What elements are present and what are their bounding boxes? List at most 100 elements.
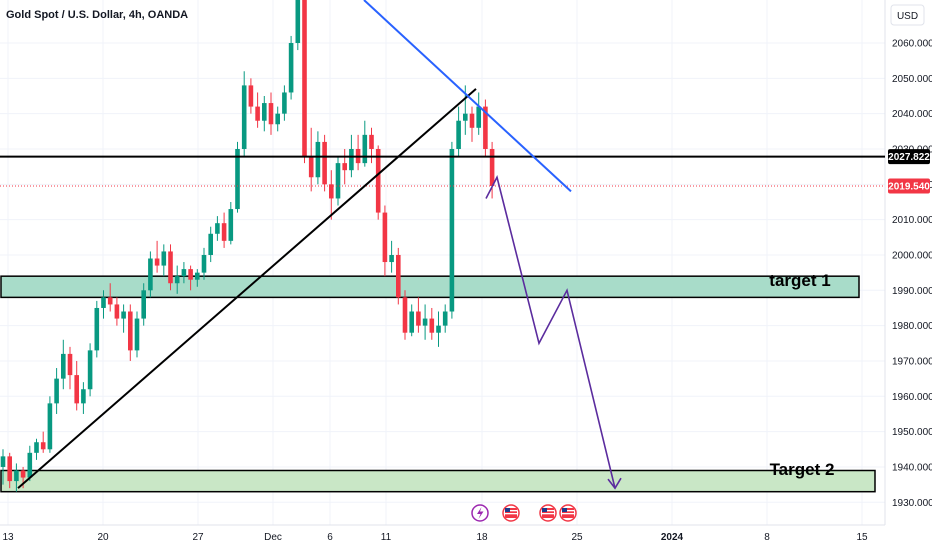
- candle-body: [54, 378, 59, 404]
- candle-body: [335, 163, 341, 199]
- candle-body: [181, 269, 187, 277]
- current-price-text: 2019.540: [888, 181, 930, 192]
- price-tick-label: 1990.000: [892, 286, 932, 297]
- candle-body: [161, 251, 167, 266]
- candle-body: [456, 120, 461, 149]
- price-tick-label: 1960.000: [892, 392, 932, 403]
- symbol-title[interactable]: Gold Spot / U.S. Dollar, 4h, OANDA: [6, 9, 188, 21]
- candle-body: [409, 311, 414, 333]
- candle-body: [121, 311, 126, 319]
- price-tick-label: 2040.000: [892, 109, 932, 120]
- candle-body: [288, 43, 294, 93]
- event-markers: [471, 504, 577, 522]
- time-tick-label: 6: [327, 532, 333, 543]
- candle-body: [87, 350, 93, 390]
- time-tick-label: 20: [97, 532, 109, 543]
- time-tick-label: 15: [856, 532, 868, 543]
- price-tick-label: 2050.000: [892, 74, 932, 85]
- us-flag-icon[interactable]: [539, 504, 557, 522]
- time-axis-labels: 13 20 27 Dec 6 11 18 25 2024 8 15: [2, 532, 868, 543]
- candle-body: [416, 311, 421, 326]
- candle-body: [215, 223, 220, 234]
- candle-body: [489, 148, 495, 186]
- candle-body: [396, 254, 401, 298]
- price-axis-panel[interactable]: [885, 0, 932, 525]
- candle-body: [195, 272, 200, 280]
- price-tick-label: 1950.000: [892, 427, 932, 438]
- candle-body: [369, 134, 374, 149]
- candle-body: [235, 148, 240, 210]
- candle-body: [40, 442, 46, 450]
- candle-body: [429, 318, 435, 333]
- candle-body: [74, 375, 79, 404]
- us-flag-icon[interactable]: [559, 504, 577, 522]
- ascending-trend-line[interactable]: [17, 88, 477, 489]
- candle-body: [168, 251, 173, 284]
- time-tick-label: 8: [764, 532, 770, 543]
- candle-body: [67, 353, 73, 376]
- candle-body: [329, 184, 334, 199]
- candle-body: [449, 148, 455, 312]
- candle-body: [483, 106, 488, 149]
- candle-body: [469, 113, 475, 128]
- candle-body: [208, 233, 213, 255]
- target-2-label: Target 2: [770, 460, 835, 479]
- lightning-icon[interactable]: [471, 504, 489, 522]
- candle-body: [402, 297, 408, 333]
- candlestick-series: [0, 0, 495, 492]
- candle-body: [7, 456, 12, 482]
- last-level-price-text: 2027.822: [888, 152, 930, 163]
- candle-body: [342, 163, 347, 171]
- candle-body: [302, 0, 307, 157]
- candle-body: [442, 311, 448, 326]
- candle-body: [322, 141, 327, 185]
- projection-arrowhead: [607, 477, 622, 490]
- price-tick-label: 1970.000: [892, 356, 932, 367]
- candle-body: [375, 148, 381, 213]
- currency-button[interactable]: [890, 4, 925, 26]
- candle-body: [282, 92, 287, 114]
- us-flag-icon[interactable]: [502, 504, 520, 522]
- price-projection-path[interactable]: [485, 175, 616, 489]
- candle-body: [476, 106, 481, 128]
- candle-body: [174, 276, 180, 284]
- time-tick-label: 27: [192, 532, 204, 543]
- price-tick-label: 1930.000: [892, 498, 932, 509]
- price-tick-label: 1940.000: [892, 462, 932, 473]
- candle-body: [436, 325, 441, 333]
- candle-body: [134, 318, 140, 351]
- time-tick-label: Dec: [264, 532, 282, 543]
- candle-body: [81, 389, 86, 404]
- candle-body: [295, 0, 301, 43]
- candle-body: [114, 304, 120, 319]
- candle-body: [241, 85, 247, 149]
- price-tick-label: 2010.000: [892, 215, 932, 226]
- time-tick-label: 18: [476, 532, 488, 543]
- time-tick-label: 13: [2, 532, 14, 543]
- candle-body: [34, 442, 39, 453]
- candle-body: [148, 258, 153, 291]
- candle-body: [47, 403, 53, 450]
- vertical-grid: [7, 0, 863, 525]
- candle-body: [349, 148, 354, 171]
- candle-body: [221, 223, 227, 241]
- time-tick-label: 25: [571, 532, 583, 543]
- current-price-tag: 2019.540: [888, 178, 930, 194]
- price-tick-label: 2000.000: [892, 250, 932, 261]
- candle-body: [20, 470, 26, 478]
- target-2-zone[interactable]: [0, 469, 876, 493]
- price-tick-label: 1980.000: [892, 321, 932, 332]
- candle-body: [201, 254, 207, 273]
- candle-body: [308, 156, 314, 178]
- candle-body: [248, 85, 254, 107]
- target-1-label: target 1: [769, 271, 830, 290]
- candle-body: [315, 141, 321, 178]
- target-1-zone[interactable]: [0, 275, 860, 299]
- candle-body: [154, 258, 160, 266]
- descending-resistance-line[interactable]: [363, 0, 572, 193]
- price-tick-label: 2060.000: [892, 39, 932, 50]
- candle-body: [389, 254, 394, 263]
- time-tick-label: 11: [381, 532, 392, 543]
